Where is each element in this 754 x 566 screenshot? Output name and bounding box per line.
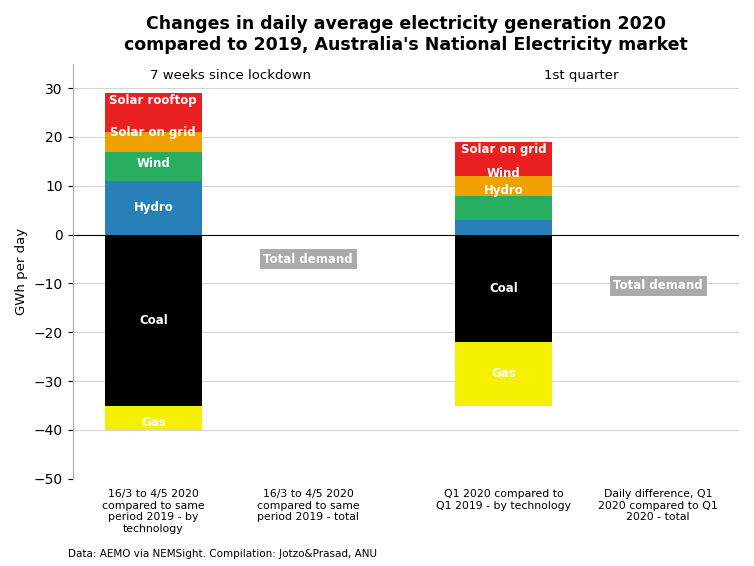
Text: Wind: Wind (136, 157, 170, 170)
Bar (105, 235, 202, 406)
Text: 7 weeks since lockdown: 7 weeks since lockdown (150, 70, 311, 83)
Bar (455, 220, 552, 235)
Bar (455, 235, 552, 342)
Text: Hydro: Hydro (133, 201, 173, 215)
Text: Data: AEMO via NEMSight. Compilation: Jotzo&Prasad, ANU: Data: AEMO via NEMSight. Compilation: Jo… (68, 549, 377, 559)
Bar (455, 195, 552, 220)
Bar (105, 132, 202, 152)
Text: Solar on grid: Solar on grid (111, 126, 196, 139)
Bar (610, 276, 706, 295)
Text: Coal: Coal (139, 314, 167, 327)
Y-axis label: GWh per day: GWh per day (15, 228, 28, 315)
Text: Gas: Gas (491, 367, 516, 380)
Text: Solar on grid: Solar on grid (461, 143, 546, 156)
Bar (105, 181, 202, 235)
Text: Total demand: Total demand (614, 280, 703, 293)
Text: Total demand: Total demand (263, 252, 353, 265)
Text: Solar rooftop: Solar rooftop (460, 116, 547, 129)
Text: 1st quarter: 1st quarter (544, 70, 618, 83)
Title: Changes in daily average electricity generation 2020
compared to 2019, Australia: Changes in daily average electricity gen… (124, 15, 688, 54)
Bar (105, 93, 202, 132)
Text: Solar rooftop: Solar rooftop (109, 94, 197, 107)
Text: Hydro: Hydro (483, 184, 523, 197)
Bar (455, 342, 552, 406)
Bar (455, 142, 552, 176)
Text: Gas: Gas (141, 416, 166, 429)
Bar (105, 152, 202, 181)
Bar (455, 176, 552, 195)
Text: Coal: Coal (489, 282, 518, 295)
Text: Wind: Wind (486, 167, 520, 180)
Bar (259, 249, 357, 269)
Bar (105, 406, 202, 430)
